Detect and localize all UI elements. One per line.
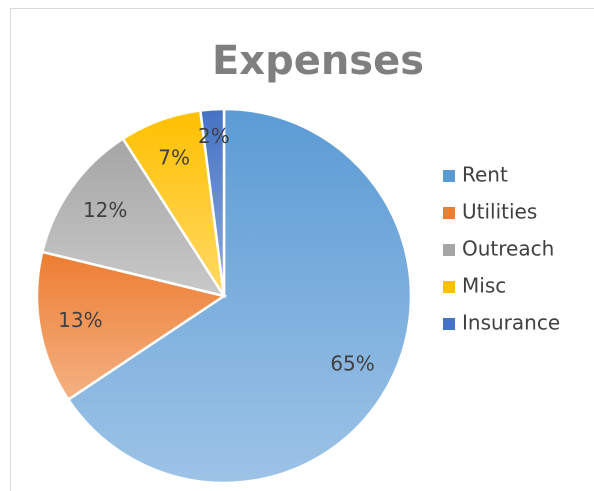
pie-slice	[198, 107, 226, 297]
data-label: 2%	[198, 124, 230, 148]
legend-label: Rent	[462, 163, 508, 187]
legend-label: Outreach	[462, 237, 554, 261]
pie-slice	[35, 250, 228, 402]
legend-swatch	[443, 244, 455, 256]
data-label: 7%	[158, 145, 190, 169]
data-label: 65%	[330, 351, 374, 375]
legend-swatch	[443, 207, 455, 219]
legend-label: Utilities	[462, 200, 537, 224]
legend-swatch	[443, 281, 455, 293]
legend-label: Insurance	[462, 311, 560, 335]
chart-title: Expenses	[212, 38, 424, 84]
data-label: 12%	[83, 198, 127, 222]
pie-slice	[40, 136, 227, 298]
pie-slice	[66, 107, 413, 485]
legend-swatch	[443, 170, 455, 182]
legend-swatch	[443, 318, 455, 330]
legend-label: Misc	[462, 274, 506, 298]
data-label: 13%	[58, 308, 102, 332]
